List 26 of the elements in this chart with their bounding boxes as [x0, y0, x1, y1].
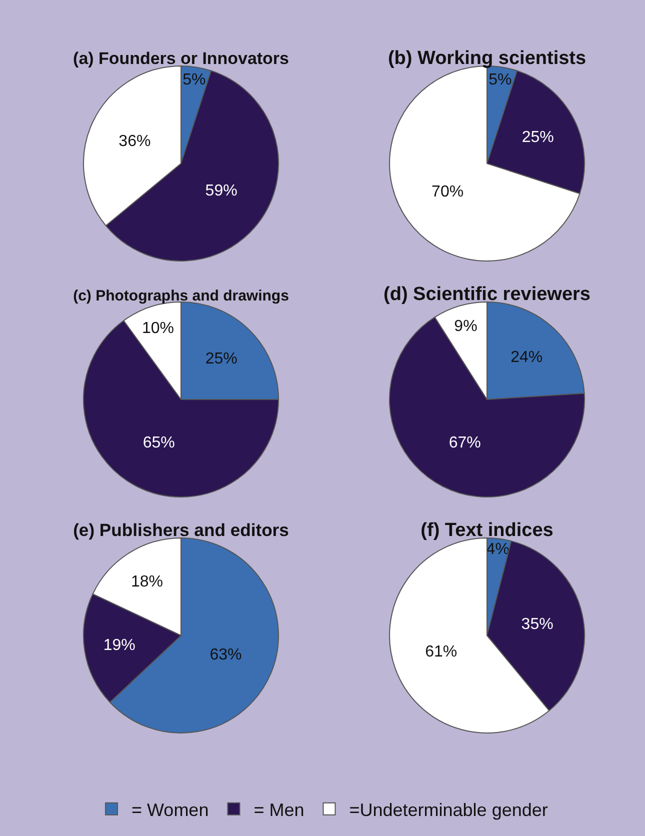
data-label: 25% [522, 129, 554, 146]
data-label: 65% [142, 434, 175, 452]
data-label: 36% [118, 133, 151, 150]
data-label: 5% [488, 72, 512, 89]
data-label: 61% [425, 644, 458, 661]
chart-title: (a) Founders or Innovators [73, 49, 289, 68]
data-label: 35% [521, 616, 554, 633]
chart-title: (f) Text indices [420, 520, 554, 541]
data-label: 9% [454, 318, 478, 335]
data-label: 25% [205, 350, 238, 368]
data-label: 63% [210, 646, 242, 664]
data-label: 19% [103, 636, 136, 654]
legend-label: = Women [132, 800, 209, 820]
data-label: 18% [130, 573, 163, 590]
legend-label: =Undeterminable gender [349, 800, 548, 820]
data-label: 67% [448, 434, 481, 452]
chart-title: (c) Photographs and drawings [73, 287, 289, 304]
data-label: 24% [510, 348, 543, 366]
chart-title: (d) Scientific reviewers [384, 284, 590, 305]
data-label: 59% [205, 182, 238, 200]
data-label: 5% [182, 72, 206, 89]
legend-label: = Men [254, 800, 304, 820]
chart-title: (b) Working scientists [388, 48, 586, 69]
chart-title: (e) Publishers and editors [73, 520, 290, 540]
data-label: 70% [432, 184, 464, 201]
data-label: 10% [142, 320, 174, 338]
